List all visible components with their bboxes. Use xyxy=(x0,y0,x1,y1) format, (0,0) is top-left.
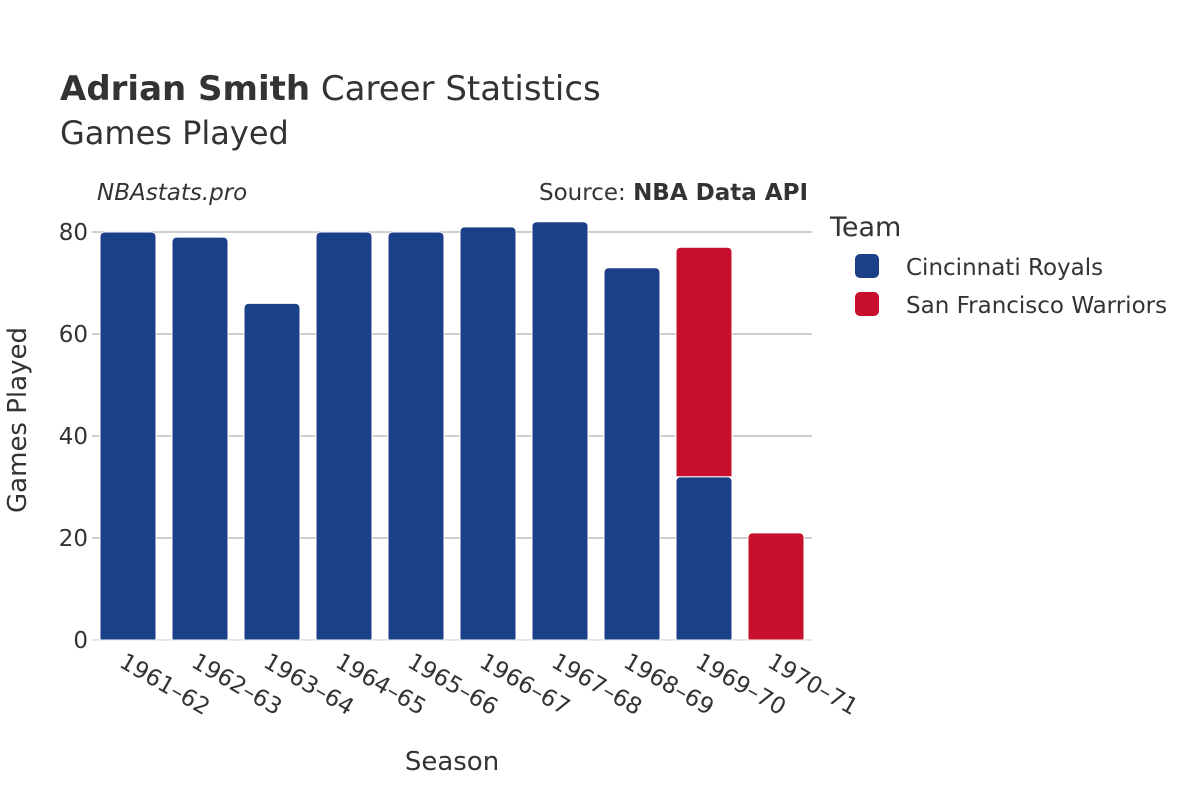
title-rest: Career Statistics xyxy=(310,69,601,109)
bar-cincinnati-royals[interactable] xyxy=(603,267,661,641)
bars xyxy=(99,221,805,641)
watermark: NBAstats.pro xyxy=(97,180,247,206)
x-axis-label: Season xyxy=(405,747,499,777)
y-tick-label: 40 xyxy=(59,424,88,450)
source-prefix: Source: xyxy=(539,180,633,206)
source-credit: Source: NBA Data API xyxy=(539,180,808,206)
y-tick-label: 60 xyxy=(59,322,88,348)
bar-cincinnati-royals[interactable] xyxy=(531,221,589,641)
y-tick-labels: 0 20 40 60 80 xyxy=(59,220,88,654)
bar-cincinnati-royals[interactable] xyxy=(675,476,733,641)
bar-cincinnati-royals[interactable] xyxy=(387,231,445,641)
bar-cincinnati-royals[interactable] xyxy=(459,226,517,641)
y-tick-label: 80 xyxy=(59,220,88,246)
bar-cincinnati-royals[interactable] xyxy=(243,302,301,641)
bar-san-francisco-warriors[interactable] xyxy=(747,532,805,641)
bar-cincinnati-royals[interactable] xyxy=(99,231,157,641)
player-name: Adrian Smith xyxy=(60,69,310,109)
bar-cincinnati-royals[interactable] xyxy=(171,236,229,641)
y-axis-label: Games Played xyxy=(3,327,33,513)
legend-items: Cincinnati Royals San Francisco Warriors xyxy=(855,254,1167,319)
legend-swatch xyxy=(855,292,879,316)
y-tick-label: 0 xyxy=(73,628,88,654)
legend-title: Team xyxy=(829,212,901,243)
legend-swatch xyxy=(855,254,879,278)
source-name: NBA Data API xyxy=(633,180,808,206)
chart-title: Adrian Smith Career Statistics xyxy=(60,69,601,109)
legend: Team Cincinnati Royals San Francisco Warr… xyxy=(829,212,1167,319)
y-tick-label: 20 xyxy=(59,526,88,552)
legend-label: San Francisco Warriors xyxy=(906,293,1167,319)
bar-san-francisco-warriors[interactable] xyxy=(675,246,733,478)
x-tick-labels: 1961–621962–631963–641964–651965–661966–… xyxy=(115,649,862,721)
bar-cincinnati-royals[interactable] xyxy=(315,231,373,641)
chart-subtitle: Games Played xyxy=(60,114,289,152)
legend-label: Cincinnati Royals xyxy=(906,255,1103,281)
